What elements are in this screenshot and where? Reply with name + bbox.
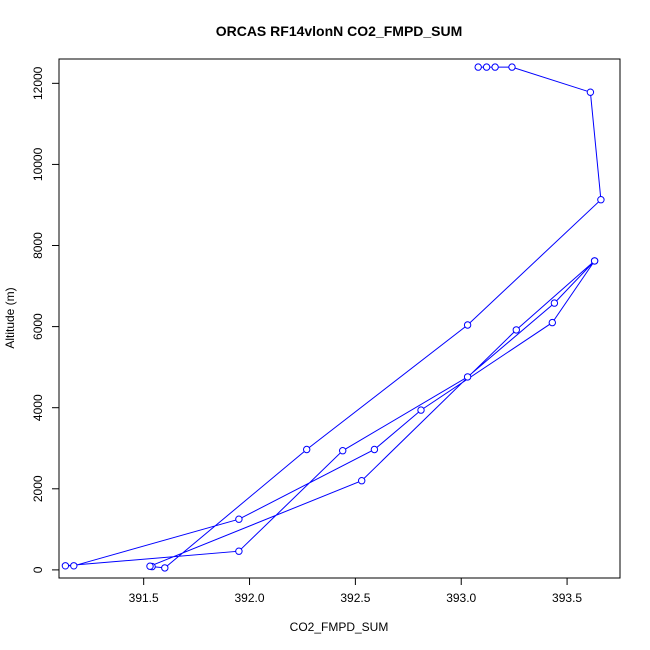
y-tick-label: 8000 — [31, 232, 45, 259]
x-tick-label: 393.0 — [446, 591, 476, 605]
x-axis-label: CO2_FMPD_SUM — [290, 620, 389, 634]
data-point — [303, 445, 311, 454]
data-point — [339, 447, 347, 455]
data-point — [590, 257, 599, 265]
data-point — [586, 88, 595, 96]
x-tick-label: 392.0 — [235, 591, 265, 605]
y-axis: 0 2000 4000 6000 8000 10000 12000 — [31, 66, 60, 573]
data-point — [235, 547, 243, 555]
data-point — [370, 445, 379, 454]
y-tick-label: 10000 — [31, 147, 45, 181]
data-point — [70, 562, 78, 570]
x-tick-label: 392.5 — [340, 591, 370, 605]
y-tick-label: 6000 — [31, 313, 45, 340]
data-point — [161, 564, 169, 572]
x-axis: 391.5 392.0 392.5 393.0 393.5 — [129, 577, 582, 605]
series-line — [65, 66, 602, 569]
data-point — [512, 326, 520, 334]
data-point — [417, 406, 425, 414]
data-point — [482, 63, 491, 71]
data-point — [463, 321, 472, 329]
y-tick-label: 0 — [31, 566, 45, 573]
x-tick-label: 391.5 — [129, 591, 159, 605]
data-point — [548, 318, 556, 327]
x-tick-label: 393.5 — [552, 591, 582, 605]
data-point — [235, 515, 243, 523]
data-point — [146, 562, 154, 570]
data-point — [550, 299, 559, 307]
y-axis-label: Altitude (m) — [3, 287, 17, 348]
chart-title: ORCAS RF14vlonN CO2_FMPD_SUM — [216, 23, 463, 39]
data-point — [358, 477, 366, 485]
data-point — [474, 63, 482, 71]
data-point — [597, 196, 605, 204]
series-points-group — [61, 63, 605, 572]
y-tick-label: 2000 — [31, 475, 45, 502]
series-line-group — [65, 66, 602, 569]
data-point — [491, 63, 499, 71]
y-tick-label: 4000 — [31, 394, 45, 421]
data-point — [508, 63, 516, 71]
data-point — [61, 562, 70, 570]
data-point — [463, 373, 472, 381]
y-tick-label: 12000 — [31, 66, 45, 100]
